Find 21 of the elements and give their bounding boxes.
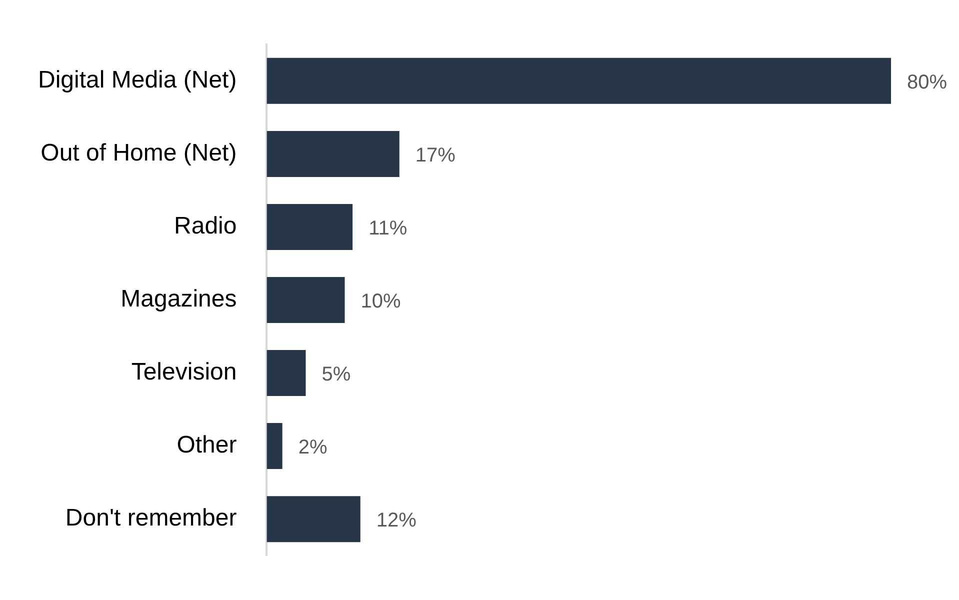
bar <box>266 130 400 177</box>
data-label: 80% <box>907 71 948 94</box>
y-tick-label: Television <box>131 358 237 386</box>
data-label: 10% <box>360 290 402 313</box>
bar <box>266 204 353 250</box>
data-label: 11% <box>368 217 408 240</box>
bar <box>266 276 345 324</box>
data-label: 12% <box>376 510 417 532</box>
bar <box>266 496 360 542</box>
y-tick-label: Magazines <box>120 286 237 313</box>
y-tick-label: Out of Home (Net) <box>40 140 237 167</box>
y-tick-label: Digital Media (Net) <box>38 66 237 94</box>
data-label: 5% <box>322 364 351 386</box>
bar <box>266 58 891 104</box>
data-label: 17% <box>415 144 456 166</box>
y-tick-label: Other <box>176 432 237 459</box>
bar <box>266 350 306 396</box>
bar <box>266 423 282 470</box>
y-tick-label: Radio <box>174 212 237 240</box>
data-label: 2% <box>298 436 328 459</box>
y-tick-label: Don't remember <box>65 504 237 532</box>
